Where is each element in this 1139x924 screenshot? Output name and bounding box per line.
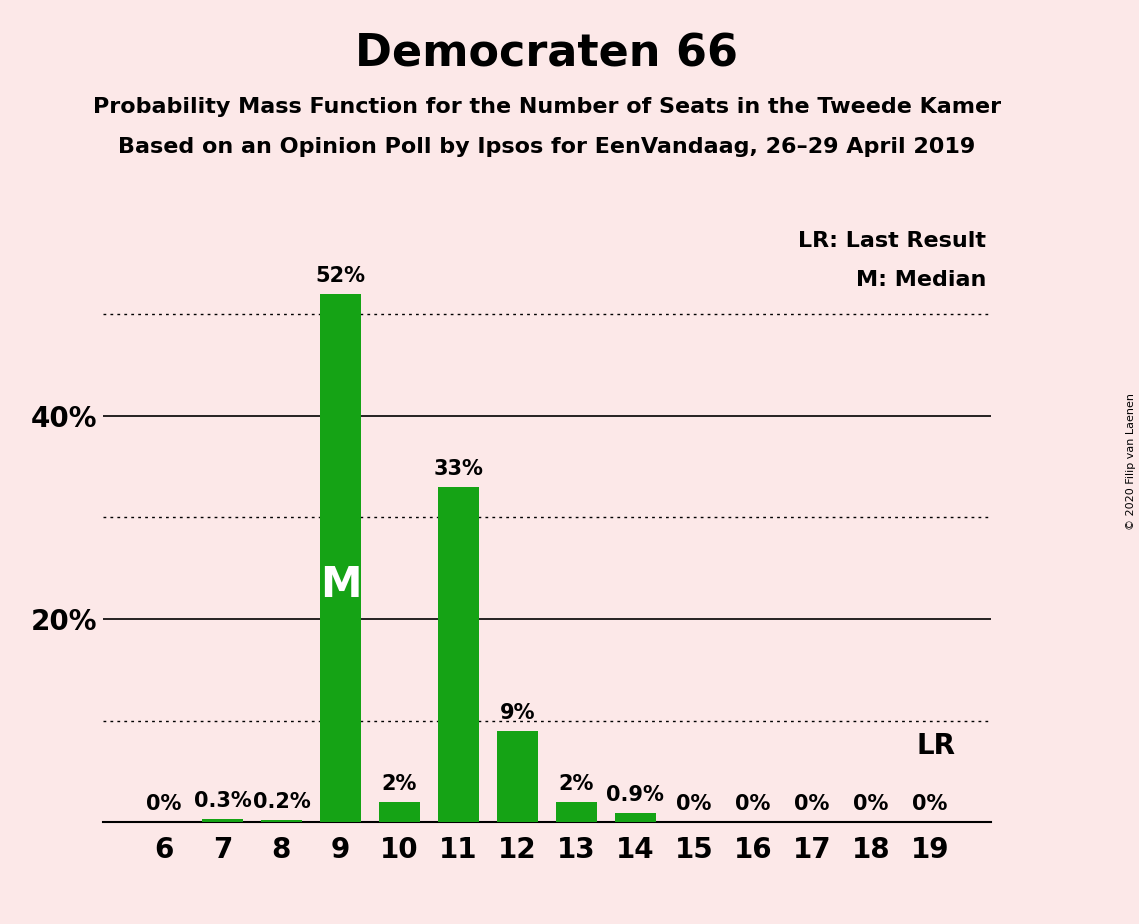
Bar — [320, 294, 361, 822]
Text: 2%: 2% — [558, 774, 593, 794]
Bar — [437, 487, 478, 822]
Text: 0%: 0% — [146, 795, 181, 814]
Text: 0%: 0% — [912, 795, 948, 814]
Text: 33%: 33% — [433, 459, 483, 479]
Text: 0%: 0% — [794, 795, 829, 814]
Text: 52%: 52% — [316, 266, 366, 286]
Text: M: Median: M: Median — [857, 271, 986, 290]
Bar — [615, 813, 656, 822]
Text: LR: LR — [916, 732, 956, 760]
Bar — [378, 802, 420, 822]
Text: LR: Last Result: LR: Last Result — [798, 231, 986, 250]
Text: 0%: 0% — [677, 795, 712, 814]
Bar — [202, 820, 243, 822]
Text: 0.3%: 0.3% — [194, 791, 252, 811]
Text: 9%: 9% — [500, 703, 535, 723]
Bar — [556, 802, 597, 822]
Bar — [497, 731, 538, 822]
Text: © 2020 Filip van Laenen: © 2020 Filip van Laenen — [1126, 394, 1136, 530]
Text: 0%: 0% — [853, 795, 888, 814]
Text: Democraten 66: Democraten 66 — [355, 32, 738, 76]
Text: 2%: 2% — [382, 774, 417, 794]
Text: 0.2%: 0.2% — [253, 792, 310, 812]
Text: M: M — [320, 564, 361, 605]
Bar — [261, 821, 302, 822]
Text: Probability Mass Function for the Number of Seats in the Tweede Kamer: Probability Mass Function for the Number… — [92, 97, 1001, 117]
Text: Based on an Opinion Poll by Ipsos for EenVandaag, 26–29 April 2019: Based on an Opinion Poll by Ipsos for Ee… — [118, 137, 975, 157]
Text: 0.9%: 0.9% — [606, 785, 664, 805]
Text: 0%: 0% — [736, 795, 771, 814]
